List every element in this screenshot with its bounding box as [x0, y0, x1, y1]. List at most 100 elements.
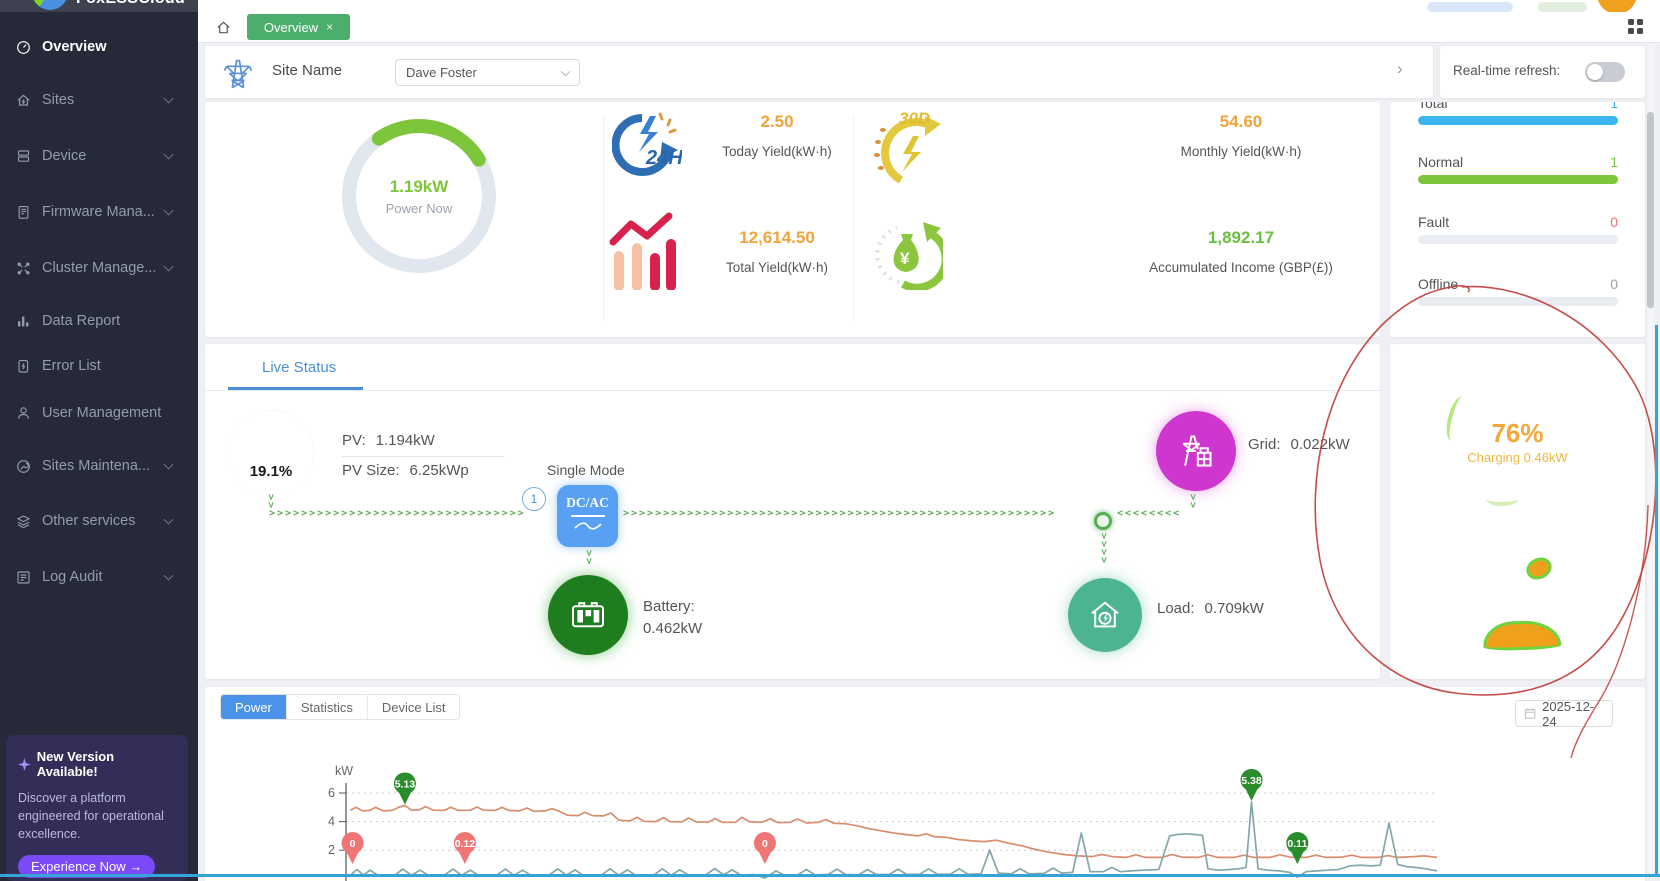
user-icon	[18, 406, 29, 419]
top-partial-strip	[198, 0, 1660, 12]
refresh-bar: Real-time refresh:	[1440, 46, 1645, 98]
tab-live-status[interactable]: Live Status	[262, 359, 337, 376]
series-salmon-line	[349, 804, 1438, 859]
battery-liquid-blob	[1482, 619, 1562, 652]
chart-pin	[1286, 832, 1309, 854]
status-count: 1	[1610, 102, 1618, 111]
app-logo-text: FoxESSCloud	[76, 0, 185, 8]
sidebar-item-error-list[interactable]: Error List	[0, 349, 186, 383]
power-chart[interactable]: 6 4 2 kW 0 5.13 0.12 0 5.38 0.11	[205, 745, 1645, 881]
svg-text:6: 6	[328, 786, 335, 800]
energy-flow-line: >>	[265, 494, 276, 511]
realtime-refresh-toggle[interactable]	[1585, 62, 1625, 82]
battery-icon	[572, 602, 604, 628]
power-now-label: Power Now	[385, 200, 453, 216]
status-row-total: Total 1	[1418, 102, 1618, 125]
svg-text:kW: kW	[335, 764, 353, 778]
chart-card: Power Statistics Device List 2025-12-24 …	[205, 687, 1645, 881]
load-label: Load:	[1157, 600, 1195, 617]
sidebar-item-other-services[interactable]: Other services	[0, 504, 186, 538]
tab-power[interactable]: Power	[221, 695, 287, 719]
chart-pin	[758, 852, 771, 864]
experience-now-button[interactable]: Experience Now →	[18, 855, 156, 878]
gauge-icon	[17, 40, 30, 54]
chevron-down-icon	[163, 261, 174, 271]
calendar-icon	[1524, 708, 1536, 719]
scrollbar-thumb[interactable]	[1647, 112, 1654, 308]
site-select[interactable]: Dave Foster	[395, 59, 580, 86]
total-yield-label: Total Yield(kW·h)	[725, 260, 829, 275]
avatar[interactable]	[1597, 0, 1637, 14]
divider	[342, 456, 505, 457]
battery-soc-value: 76%	[1491, 418, 1544, 448]
svg-text:24H: 24H	[645, 147, 682, 169]
inverter-node[interactable]: DC/AC	[557, 485, 618, 547]
battery-liquid-blob	[1522, 553, 1556, 584]
sidebar-item-log-audit[interactable]: Log Audit	[0, 560, 186, 594]
status-bar	[1418, 297, 1618, 306]
pv-size-label: PV Size:	[342, 462, 400, 479]
svg-text:0: 0	[350, 838, 356, 850]
battery-value: 0.462kW	[643, 620, 703, 637]
capture-border-bottom	[0, 874, 1660, 877]
chevron-down-icon	[163, 205, 174, 215]
sidebar: FoxESSCloud Overview Sites Device Firmware …	[0, 0, 198, 881]
apps-grid-icon[interactable]	[1628, 19, 1644, 34]
load-value: 0.709kW	[1204, 600, 1264, 617]
tab-close-icon[interactable]: ×	[326, 20, 334, 34]
divider	[603, 116, 604, 321]
svg-text:0.11: 0.11	[1287, 838, 1307, 850]
income-value: 1,892.17	[1207, 228, 1275, 247]
tab-device-list[interactable]: Device List	[367, 695, 460, 719]
tab-overview[interactable]: Overview ×	[247, 14, 350, 40]
energy-flow-line: <<<<<<<<	[1117, 508, 1182, 519]
sidebar-item-overview[interactable]: Overview	[0, 30, 186, 64]
partial-button-green	[1538, 2, 1587, 12]
promo-title: New Version Available!	[18, 749, 176, 779]
sidebar-item-sites[interactable]: Sites	[0, 83, 186, 117]
tab-bar	[198, 12, 1660, 43]
inverter-index-badge: 1	[522, 487, 546, 511]
load-node[interactable]	[1068, 578, 1142, 652]
device-icon	[17, 149, 30, 162]
app-logo-icon	[32, 0, 68, 10]
status-count: 0	[1610, 276, 1618, 292]
transmission-tower-icon	[223, 59, 253, 89]
sidebar-item-cluster-manage[interactable]: Cluster Manage...	[0, 251, 186, 285]
sidebar-item-data-report[interactable]: Data Report	[0, 304, 186, 338]
cluster-icon	[17, 262, 30, 274]
device-status-panel: Total 1 Normal 1 Fault 0 Offline 0	[1390, 102, 1645, 337]
income-label: Accumulated Income (GBP(£))	[1149, 260, 1333, 275]
realtime-refresh-label: Real-time refresh:	[1453, 63, 1561, 78]
partial-button-blue	[1427, 2, 1513, 12]
status-row-normal: Normal 1	[1418, 154, 1618, 184]
monthly-yield-value: 54.60	[1219, 112, 1263, 131]
sidebar-item-device[interactable]: Device	[0, 139, 186, 173]
pv-power: PV: 1.194kW	[342, 432, 435, 449]
date-picker[interactable]: 2025-12-24	[1515, 699, 1613, 729]
status-count: 1	[1610, 154, 1618, 170]
grid-power: Grid: 0.022kW	[1248, 436, 1350, 453]
today-yield-value: 2.50	[760, 112, 794, 131]
chart-pin	[393, 772, 416, 795]
sidebar-item-firmware-mana[interactable]: Firmware Mana...	[0, 195, 186, 229]
home-icon[interactable]	[215, 19, 232, 36]
energy-flow-line: >>>>	[1098, 533, 1109, 566]
tab-statistics[interactable]: Statistics	[286, 695, 368, 719]
total-yield-value: 12,614.50	[739, 228, 815, 247]
error-icon	[18, 359, 29, 373]
overview-stats-card: 1.19kW Power Now 24H 2.50 Today Yield(kW…	[205, 102, 1380, 337]
sidebar-item-sites-maintena[interactable]: Sites Maintena...	[0, 449, 186, 483]
chart-pin	[753, 832, 776, 854]
wrench-icon	[17, 459, 30, 473]
svg-text:0: 0	[762, 838, 768, 850]
grid-node[interactable]	[1156, 411, 1236, 491]
grid-label: Grid:	[1248, 436, 1281, 453]
battery-node[interactable]	[548, 575, 628, 655]
battery-soc-card: 76% Charging 0.46kW	[1390, 344, 1645, 679]
promo-panel: New Version Available! Discover a platfo…	[6, 735, 188, 881]
status-bar	[1418, 175, 1618, 184]
sidebar-item-user-management[interactable]: User Management	[0, 396, 186, 430]
power-now-value: 1.19kW	[389, 176, 449, 196]
collapse-chevron-icon[interactable]: ›	[1397, 59, 1403, 78]
